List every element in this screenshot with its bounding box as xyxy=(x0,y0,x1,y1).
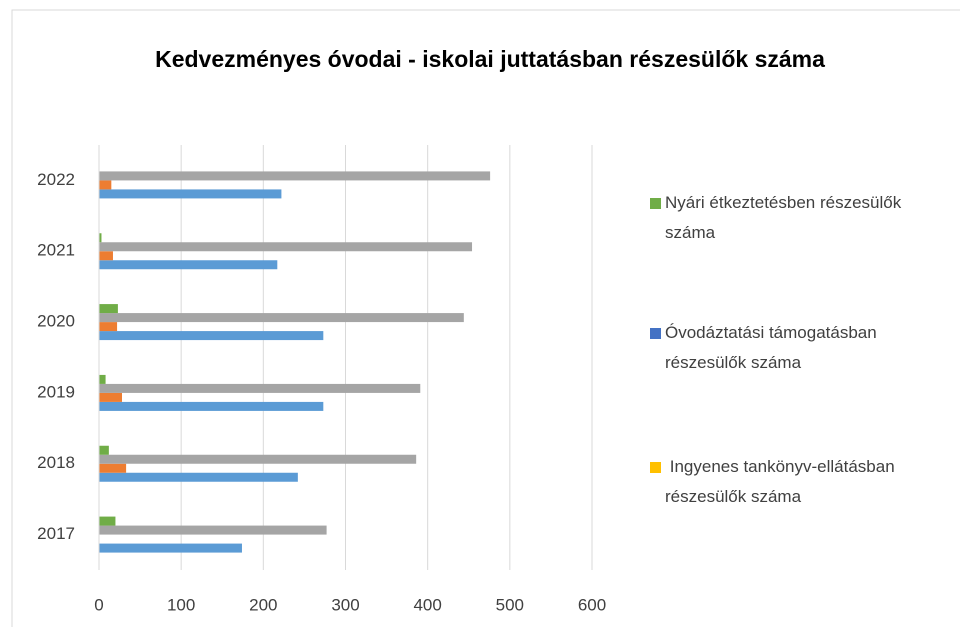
bar xyxy=(99,525,327,535)
x-tick-label: 300 xyxy=(331,595,359,614)
bar xyxy=(99,392,123,402)
legend-entry: Óvodáztatási támogatásban részesülők szá… xyxy=(650,318,940,378)
legend-label: Óvodáztatási támogatásban részesülők szá… xyxy=(665,323,882,372)
bar xyxy=(99,445,109,455)
x-tick-label: 500 xyxy=(496,595,524,614)
bar xyxy=(99,322,118,332)
y-tick-label: 2017 xyxy=(37,524,75,543)
y-tick-label: 2021 xyxy=(37,241,75,260)
bar xyxy=(99,516,116,526)
x-tick-label: 400 xyxy=(413,595,441,614)
chart-border xyxy=(11,9,960,627)
bar xyxy=(99,171,491,181)
bar xyxy=(99,260,278,270)
bar xyxy=(99,233,102,243)
legend-label: Ingyenes tankönyv-ellátásban részesülők … xyxy=(665,457,900,506)
bar xyxy=(99,463,127,473)
bar xyxy=(99,454,417,464)
legend-entry: Nyári étkeztetésben részesülők száma xyxy=(650,188,940,248)
bar xyxy=(99,383,421,393)
bar xyxy=(99,543,242,553)
x-tick-label: 600 xyxy=(578,595,606,614)
legend-entry: Ingyenes tankönyv-ellátásban részesülők … xyxy=(650,452,940,512)
bar xyxy=(99,401,324,411)
x-tick-label: 0 xyxy=(94,595,103,614)
legend-swatch xyxy=(650,328,661,339)
bar xyxy=(99,189,282,199)
x-tick-label: 200 xyxy=(249,595,277,614)
x-tick-label: 100 xyxy=(167,595,195,614)
bar xyxy=(99,251,113,261)
legend-swatch xyxy=(650,462,661,473)
legend-swatch xyxy=(650,198,661,209)
bar xyxy=(99,374,106,384)
chart-title: Kedvezményes óvodai - iskolai juttatásba… xyxy=(155,46,825,72)
bar xyxy=(99,313,464,323)
bar xyxy=(99,242,473,252)
bar xyxy=(99,304,118,314)
y-tick-label: 2019 xyxy=(37,382,75,401)
y-tick-label: 2018 xyxy=(37,453,75,472)
bar xyxy=(99,180,112,190)
legend-label: Nyári étkeztetésben részesülők száma xyxy=(665,193,906,242)
bar xyxy=(99,472,298,482)
bar xyxy=(99,331,324,341)
y-tick-label: 2020 xyxy=(37,312,75,331)
y-tick-label: 2022 xyxy=(37,170,75,189)
